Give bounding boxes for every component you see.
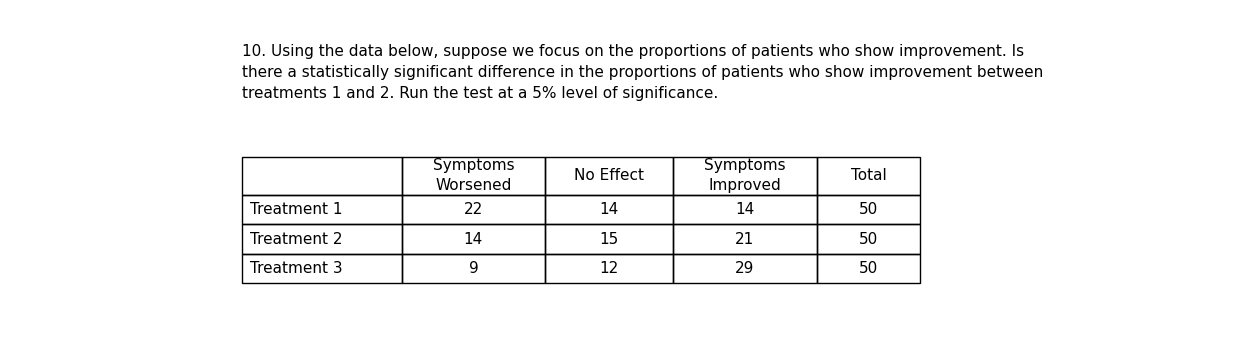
Bar xyxy=(673,224,817,254)
Text: 50: 50 xyxy=(859,202,878,217)
Text: 12: 12 xyxy=(600,261,619,276)
Bar xyxy=(242,195,401,224)
Bar xyxy=(545,157,673,195)
Text: Symptoms
Worsened: Symptoms Worsened xyxy=(432,158,514,193)
Text: 21: 21 xyxy=(735,232,754,247)
Bar xyxy=(401,224,545,254)
Text: 29: 29 xyxy=(735,261,755,276)
Bar xyxy=(673,254,817,283)
Bar xyxy=(401,254,545,283)
Text: 15: 15 xyxy=(600,232,619,247)
Bar xyxy=(817,195,920,224)
Bar xyxy=(673,157,817,195)
Text: 10. Using the data below, suppose we focus on the proportions of patients who sh: 10. Using the data below, suppose we foc… xyxy=(242,44,1043,101)
Bar xyxy=(242,157,401,195)
Bar xyxy=(242,254,401,283)
Text: Treatment 2: Treatment 2 xyxy=(250,232,342,247)
Bar xyxy=(817,254,920,283)
Text: 50: 50 xyxy=(859,232,878,247)
Text: 50: 50 xyxy=(859,261,878,276)
Text: 14: 14 xyxy=(600,202,619,217)
Bar xyxy=(242,224,401,254)
Bar xyxy=(401,195,545,224)
Text: Total: Total xyxy=(851,168,887,183)
Text: Treatment 1: Treatment 1 xyxy=(250,202,342,217)
Bar xyxy=(545,224,673,254)
Text: No Effect: No Effect xyxy=(574,168,645,183)
Bar xyxy=(545,195,673,224)
Bar xyxy=(545,254,673,283)
Text: 9: 9 xyxy=(468,261,478,276)
Text: 14: 14 xyxy=(463,232,483,247)
Text: Symptoms
Improved: Symptoms Improved xyxy=(704,158,786,193)
Bar xyxy=(401,157,545,195)
Bar xyxy=(673,195,817,224)
Bar xyxy=(817,224,920,254)
Bar xyxy=(817,157,920,195)
Text: Treatment 3: Treatment 3 xyxy=(250,261,343,276)
Text: 22: 22 xyxy=(463,202,483,217)
Text: 14: 14 xyxy=(735,202,754,217)
